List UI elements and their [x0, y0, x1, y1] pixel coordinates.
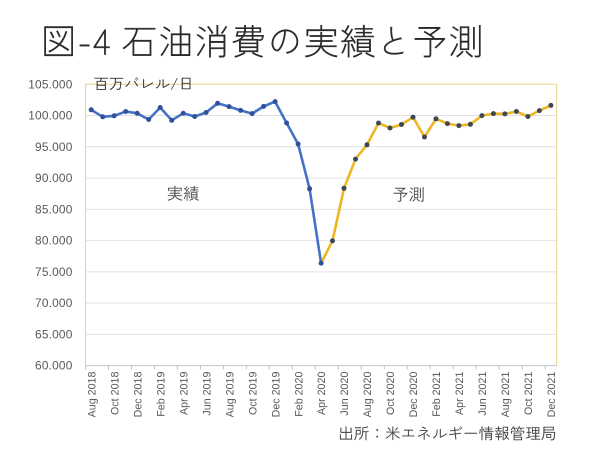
svg-text:Oct 2020: Oct 2020: [385, 372, 397, 415]
svg-text:90.000: 90.000: [35, 171, 73, 185]
svg-text:Dec 2019: Dec 2019: [270, 372, 282, 418]
svg-text:85.000: 85.000: [35, 202, 73, 216]
svg-text:Apr 2021: Apr 2021: [454, 372, 466, 415]
svg-text:75.000: 75.000: [35, 265, 73, 279]
svg-text:105.000: 105.000: [28, 77, 72, 91]
svg-text:Aug 2021: Aug 2021: [500, 372, 512, 418]
svg-text:Oct 2019: Oct 2019: [247, 372, 259, 415]
svg-text:Feb 2020: Feb 2020: [293, 372, 305, 417]
svg-text:Dec 2021: Dec 2021: [546, 372, 558, 418]
svg-text:Aug 2018: Aug 2018: [86, 372, 98, 418]
svg-text:100.000: 100.000: [28, 109, 72, 123]
svg-text:Dec 2020: Dec 2020: [408, 372, 420, 418]
svg-text:Apr 2020: Apr 2020: [316, 372, 328, 415]
svg-text:95.000: 95.000: [35, 140, 73, 154]
svg-text:65.000: 65.000: [35, 327, 73, 341]
svg-text:Jun 2020: Jun 2020: [339, 372, 351, 416]
svg-text:Oct 2018: Oct 2018: [109, 372, 121, 415]
svg-text:Feb 2019: Feb 2019: [155, 372, 167, 417]
svg-text:Aug 2019: Aug 2019: [224, 372, 236, 418]
svg-text:Apr 2019: Apr 2019: [178, 372, 190, 415]
svg-text:Feb 2021: Feb 2021: [431, 372, 443, 417]
svg-text:Dec 2018: Dec 2018: [132, 372, 144, 418]
svg-text:Oct 2021: Oct 2021: [523, 372, 535, 415]
svg-text:60.000: 60.000: [35, 359, 73, 373]
svg-text:Jun 2019: Jun 2019: [201, 372, 213, 416]
svg-text:Aug 2020: Aug 2020: [362, 372, 374, 418]
svg-text:70.000: 70.000: [35, 296, 73, 310]
svg-text:80.000: 80.000: [35, 234, 73, 248]
svg-text:Jun 2021: Jun 2021: [477, 372, 489, 416]
